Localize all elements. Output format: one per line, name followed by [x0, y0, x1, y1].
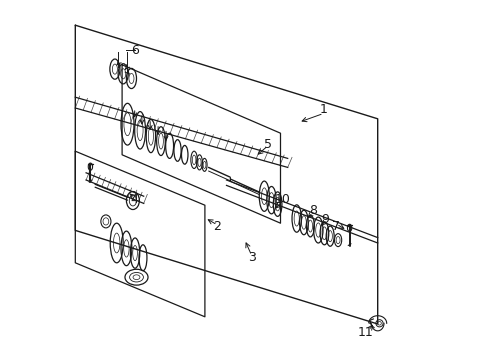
Text: 5: 5: [264, 138, 271, 150]
Text: 2: 2: [213, 220, 221, 233]
Text: 7: 7: [332, 220, 340, 233]
Text: 9: 9: [321, 213, 329, 226]
Text: 6: 6: [130, 44, 139, 57]
Text: 10: 10: [274, 193, 290, 206]
Text: 4: 4: [130, 193, 139, 206]
Text: 1: 1: [319, 103, 327, 116]
Text: 8: 8: [308, 204, 316, 217]
Text: 11: 11: [357, 327, 372, 339]
Text: 3: 3: [247, 251, 255, 264]
